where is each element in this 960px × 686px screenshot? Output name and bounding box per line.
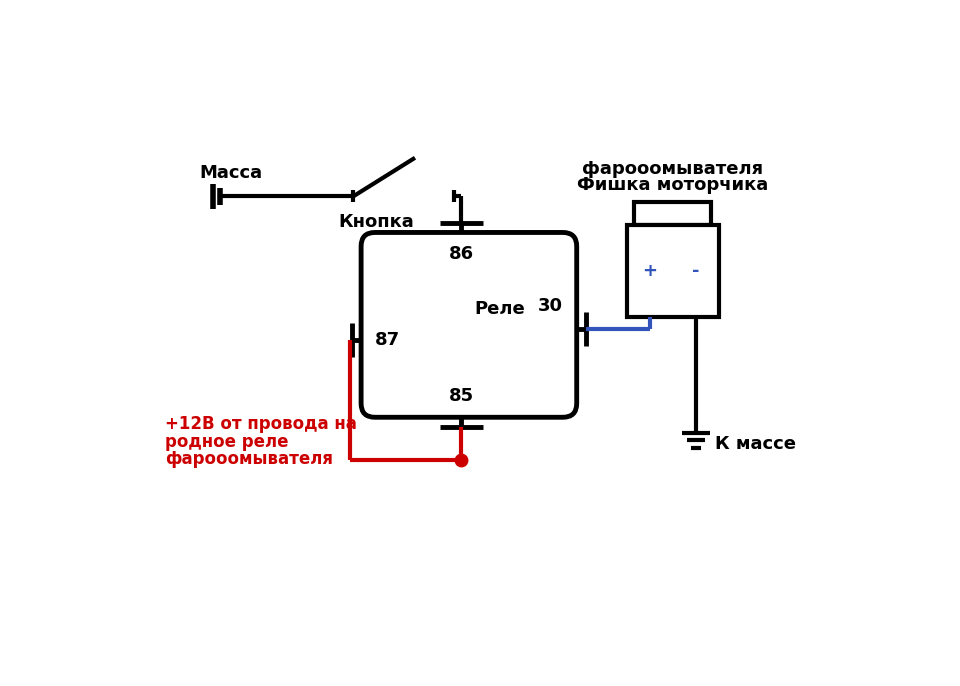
Text: -: -: [692, 262, 700, 280]
Text: Масса: Масса: [200, 164, 262, 182]
Text: +12В от провода на: +12В от провода на: [165, 415, 356, 433]
Text: 85: 85: [448, 387, 474, 405]
Text: Кнопка: Кнопка: [339, 213, 415, 231]
Text: К массе: К массе: [715, 435, 796, 453]
Text: фарооомывателя: фарооомывателя: [165, 451, 333, 469]
Bar: [635, 202, 711, 225]
Text: +: +: [642, 262, 658, 280]
FancyBboxPatch shape: [361, 233, 577, 417]
Text: 86: 86: [448, 245, 474, 263]
Text: родное реле: родное реле: [165, 433, 288, 451]
Bar: [627, 225, 719, 317]
Text: Фишка моторчика: Фишка моторчика: [577, 176, 769, 193]
Text: 87: 87: [375, 331, 400, 349]
Text: 30: 30: [538, 296, 563, 315]
Text: фарооомывателя: фарооомывателя: [583, 161, 763, 178]
Text: Реле: Реле: [474, 300, 525, 318]
